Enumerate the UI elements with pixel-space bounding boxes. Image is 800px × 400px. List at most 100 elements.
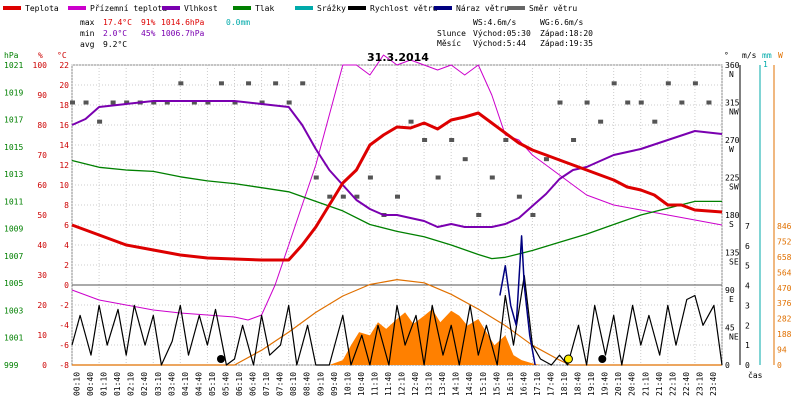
x-tick-label: 13:10: [425, 372, 434, 396]
stat-moonset: Západ:19:35: [540, 39, 593, 48]
x-tick-label: 15:10: [479, 372, 488, 396]
wind-direction-mark: [191, 100, 197, 105]
percent-tick-label: 70: [37, 151, 47, 160]
wind-gust-line: [499, 235, 536, 366]
x-tick-label: 11:10: [370, 372, 379, 396]
hpa-tick-label: 1017: [4, 116, 23, 125]
x-tick-label: 10:10: [343, 372, 352, 396]
direction-tick-label: 360: [725, 61, 740, 70]
wind-direction-mark: [273, 81, 279, 86]
percent-tick-label: 0: [42, 361, 47, 370]
temp-tick-label: -2: [59, 301, 69, 310]
percent-tick-label: 10: [37, 331, 47, 340]
wind-direction-mark: [665, 81, 671, 86]
legend-swatch: [507, 6, 525, 10]
wind-direction-mark: [367, 175, 373, 180]
legend-swatch: [348, 6, 366, 10]
wind-direction-mark: [313, 175, 319, 180]
direction-tick-label: 90: [725, 286, 735, 295]
temp-tick-label: 0: [64, 281, 69, 290]
legend-label: Směr větru: [529, 4, 577, 13]
x-tick-label: 09:40: [330, 372, 339, 396]
wind-direction-mark: [151, 100, 157, 105]
wind-direction-mark: [530, 213, 536, 217]
x-tick-label: 15:40: [492, 372, 501, 396]
direction-tick-label: 0: [725, 361, 730, 370]
x-tick-label: 11:40: [384, 372, 393, 396]
legend: Teplota Přízemní teplota Vlhkost Tlak Srážky…: [3, 4, 577, 13]
x-tick-label: 00:40: [86, 372, 95, 396]
temperature-line: [71, 111, 723, 262]
solar-measured-area: [72, 309, 722, 365]
temp-tick-label: 14: [59, 141, 69, 150]
wind-direction-mark: [557, 100, 563, 105]
wind-direction-mark: [476, 213, 482, 217]
x-tick-label: 02:10: [127, 372, 136, 396]
wind-direction-mark: [422, 138, 428, 142]
solar-tick-label: 188: [777, 330, 792, 339]
percent-tick-label: 20: [37, 301, 47, 310]
wind-tick-label: 6: [745, 242, 750, 251]
x-tick-label: 19:10: [587, 372, 596, 396]
axis-rain-label: mm: [762, 51, 772, 60]
x-tick-label: 10:40: [357, 372, 366, 396]
stat-sun-label: Slunce: [437, 29, 466, 38]
solar-tick-label: 470: [777, 284, 792, 293]
hpa-tick-label: 1007: [4, 252, 23, 261]
x-tick-label: 16:10: [506, 372, 515, 396]
temp-tick-label: -8: [59, 361, 69, 370]
x-tick-label: 06:10: [235, 372, 244, 396]
stat-max-hum: 91%: [141, 18, 156, 27]
direction-name-label: S: [729, 220, 734, 229]
stat-min-hum: 45%: [141, 29, 156, 38]
wind-tick-label: 1: [745, 341, 750, 350]
x-tick-label: 23:10: [695, 372, 704, 396]
x-tick-label: 04:10: [181, 372, 190, 396]
percent-tick-label: 90: [37, 91, 47, 100]
hpa-tick-label: 1011: [4, 197, 23, 206]
x-tick-label: 22:10: [668, 372, 677, 396]
hpa-tick-label: 1021: [4, 61, 23, 70]
hpa-tick-label: 1013: [4, 170, 23, 179]
temp-tick-label: 4: [64, 241, 69, 250]
hpa-tick-label: 1009: [4, 225, 23, 234]
wind-direction-mark: [286, 100, 292, 105]
legend-label: Náraz větru: [456, 4, 509, 13]
x-tick-label: 08:40: [303, 372, 312, 396]
x-tick-label: 20:10: [614, 372, 623, 396]
direction-name-label: SE: [729, 258, 739, 267]
axis-wind-label: m/s: [742, 51, 757, 60]
hpa-tick-label: 1015: [4, 143, 23, 152]
wind-tick-label: 0: [745, 361, 750, 370]
direction-tick-label: 135: [725, 249, 740, 258]
solar-tick-label: 376: [777, 299, 792, 308]
stat-avg-temp: 9.2°C: [103, 40, 127, 49]
stat-moon-label: Měsíc: [437, 39, 461, 48]
x-tick-label: 03:40: [167, 372, 176, 396]
x-tick-label: 12:10: [398, 372, 407, 396]
wind-direction-mark: [124, 100, 130, 105]
axis-hpa-label: hPa: [4, 51, 19, 60]
wind-direction-mark: [205, 100, 211, 105]
solar-tick-label: 282: [777, 315, 792, 324]
x-tick-label: 07:10: [262, 372, 271, 396]
x-tick-label: 20:40: [628, 372, 637, 396]
x-tick-label: 22:40: [682, 372, 691, 396]
temp-tick-label: 16: [59, 121, 69, 130]
stat-min-press: 1006.7hPa: [161, 29, 205, 38]
legend-swatch: [68, 6, 86, 10]
stat-min-temp: 2.0°C: [103, 29, 127, 38]
hpa-tick-label: 1019: [4, 88, 23, 97]
solar-theoretical-line: [72, 279, 722, 366]
direction-name-label: E: [729, 295, 734, 304]
stat-moonrise: Východ:5:44: [473, 39, 526, 48]
direction-name-label: NE: [729, 333, 739, 342]
wind-direction-mark: [83, 100, 89, 105]
wind-direction-mark: [340, 194, 346, 199]
stat-avg-label: avg: [80, 40, 95, 49]
wind-tick-label: 5: [745, 262, 750, 271]
solar-tick-label: 94: [777, 346, 787, 355]
percent-tick-label: 100: [33, 61, 48, 70]
temp-tick-label: 6: [64, 221, 69, 230]
axis-dir-label: °: [724, 51, 729, 60]
